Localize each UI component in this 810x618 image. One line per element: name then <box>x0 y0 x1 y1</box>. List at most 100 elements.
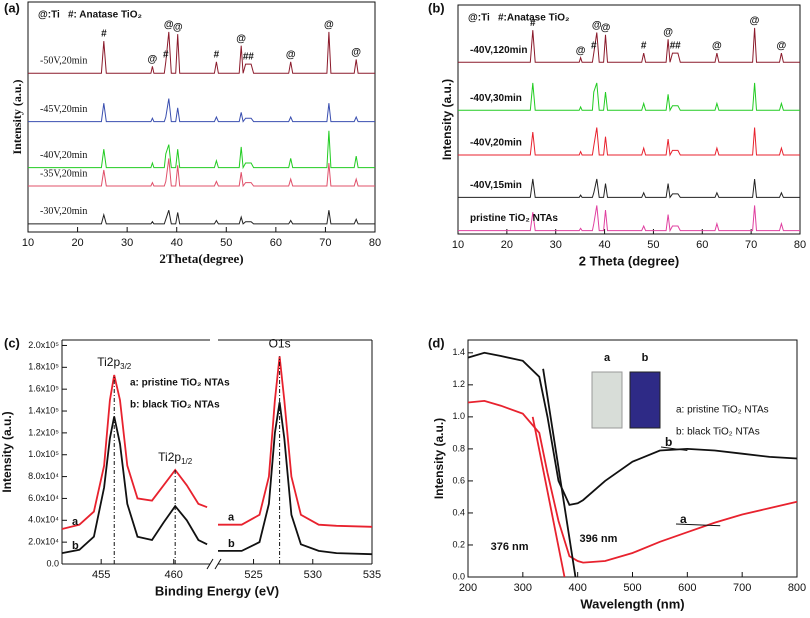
spectrum-line <box>28 158 375 188</box>
y-tick-label: 1.0 <box>452 411 465 421</box>
inset-label: a <box>604 352 611 364</box>
x-tick-label: 50 <box>647 239 659 251</box>
legend-text: b: black TiO₂ NTAs <box>130 400 220 411</box>
x-tick-label: 200 <box>459 582 477 594</box>
inset-photo <box>591 371 623 429</box>
x-tick-label: 500 <box>623 582 641 594</box>
peak-label-sub: 1/2 <box>181 457 193 466</box>
y-tick-label: 2.0x10⁵ <box>28 340 59 350</box>
spectrum-line <box>458 205 800 233</box>
y-tick-label: 1.2x10⁵ <box>28 427 59 437</box>
tangent-line <box>542 368 577 578</box>
phase-marker: # <box>530 18 536 29</box>
y-tick-label: 0.2 <box>452 539 465 549</box>
x-tick-label: 40 <box>171 237 183 249</box>
legend-text: @:Ti <box>38 10 60 21</box>
y-tick-label: 2.0x10⁴ <box>28 537 59 547</box>
peak-label-sub: 3/2 <box>120 362 132 371</box>
curve-label: a <box>72 516 79 528</box>
spectrum-line <box>458 27 800 63</box>
phase-marker: # <box>101 29 107 40</box>
curve-pointer <box>660 446 688 451</box>
legend-text: #: Anatase TiO₂ <box>68 10 142 21</box>
phase-marker: @ <box>750 16 760 27</box>
peak-label: Ti2p1/2 <box>158 450 193 466</box>
phase-marker: @ <box>351 47 361 58</box>
phase-marker: # <box>641 41 647 52</box>
legend-text: @:Ti <box>468 13 490 24</box>
spectrum-line <box>61 356 373 530</box>
inset-label: b <box>642 352 649 364</box>
x-tick-label: 70 <box>319 237 331 249</box>
phase-marker: @ <box>173 22 183 33</box>
peak-label: Ti2p3/2 <box>97 355 132 371</box>
y-axis-label: Intensity (a.u.) <box>440 79 454 160</box>
x-tick-label: 530 <box>304 569 322 581</box>
y-tick-label: 0.0 <box>452 571 465 581</box>
x-tick-label: 80 <box>369 237 381 249</box>
y-tick-label: 0.0 <box>46 558 59 568</box>
peak-label-text: Ti2p <box>158 450 181 464</box>
tangent-label: 376 nm <box>491 541 529 553</box>
x-tick-label: 30 <box>550 239 562 251</box>
curve-pointer <box>675 523 721 527</box>
panel-label: (c) <box>4 335 20 350</box>
peak-label-text: Ti2p <box>97 355 120 369</box>
y-axis-label: Intensity (a.u.) <box>10 79 24 154</box>
phase-marker: @ <box>663 27 673 38</box>
series-label: -40V,20min <box>40 150 87 161</box>
y-tick-label: 1.4 <box>452 347 465 357</box>
curve-label: b <box>228 538 235 550</box>
phase-marker: # <box>243 52 249 63</box>
series-label: -50V,20min <box>40 56 87 67</box>
plot-frame <box>457 4 801 235</box>
plot-frame <box>27 1 376 233</box>
y-tick-label: 1.2 <box>452 379 465 389</box>
y-tick-label: 8.0x10⁴ <box>28 471 59 481</box>
y-axis-label: Intensity (a.u.) <box>0 411 14 492</box>
phase-marker: # <box>163 49 169 60</box>
x-tick-label: 20 <box>71 237 83 249</box>
x-axis-label: 2 Theta (degree) <box>579 253 679 268</box>
spectrum-line <box>28 210 375 225</box>
x-tick-label: 400 <box>568 582 586 594</box>
y-tick-label: 4.0x10⁴ <box>28 515 59 525</box>
x-tick-label: 50 <box>220 237 232 249</box>
curve-label: a <box>228 512 235 524</box>
y-tick-label: 1.8x10⁵ <box>28 362 59 372</box>
spectrum-line <box>458 127 800 157</box>
x-tick-label: 40 <box>598 239 610 251</box>
x-tick-label: 525 <box>244 569 262 581</box>
x-tick-label: 60 <box>696 239 708 251</box>
phase-marker: @ <box>712 41 722 52</box>
series-label: -40V,120min <box>470 45 527 56</box>
phase-marker: # <box>675 41 681 52</box>
x-tick-label: 300 <box>514 582 532 594</box>
legend-text: a: pristine TiO₂ NTAs <box>676 405 769 416</box>
y-tick-label: 6.0x10⁴ <box>28 493 59 503</box>
spectrum-line <box>28 98 375 123</box>
x-tick-label: 30 <box>121 237 133 249</box>
tangent-line <box>531 416 566 578</box>
phase-marker: @ <box>576 45 586 56</box>
peak-label-text: O1s <box>269 337 291 351</box>
phase-marker: # <box>670 41 676 52</box>
spectrum-line <box>61 402 373 556</box>
curve-label: b <box>72 540 79 552</box>
x-tick-label: 10 <box>22 237 34 249</box>
y-tick-label: 1.6x10⁵ <box>28 384 59 394</box>
inset-photo <box>629 371 661 429</box>
x-tick-label: 10 <box>452 239 464 251</box>
phase-marker: @ <box>286 49 296 60</box>
spectrum-line <box>28 130 375 170</box>
x-tick-label: 70 <box>745 239 757 251</box>
spectrum-line <box>458 178 800 199</box>
x-tick-label: 20 <box>501 239 513 251</box>
series-label: -35V,20min <box>40 168 87 179</box>
legend-text: #:Anatase TiO₂ <box>498 13 570 24</box>
legend-text: b: black TiO₂ NTAs <box>676 427 760 438</box>
phase-marker: @ <box>164 20 174 31</box>
x-tick-label: 600 <box>678 582 696 594</box>
